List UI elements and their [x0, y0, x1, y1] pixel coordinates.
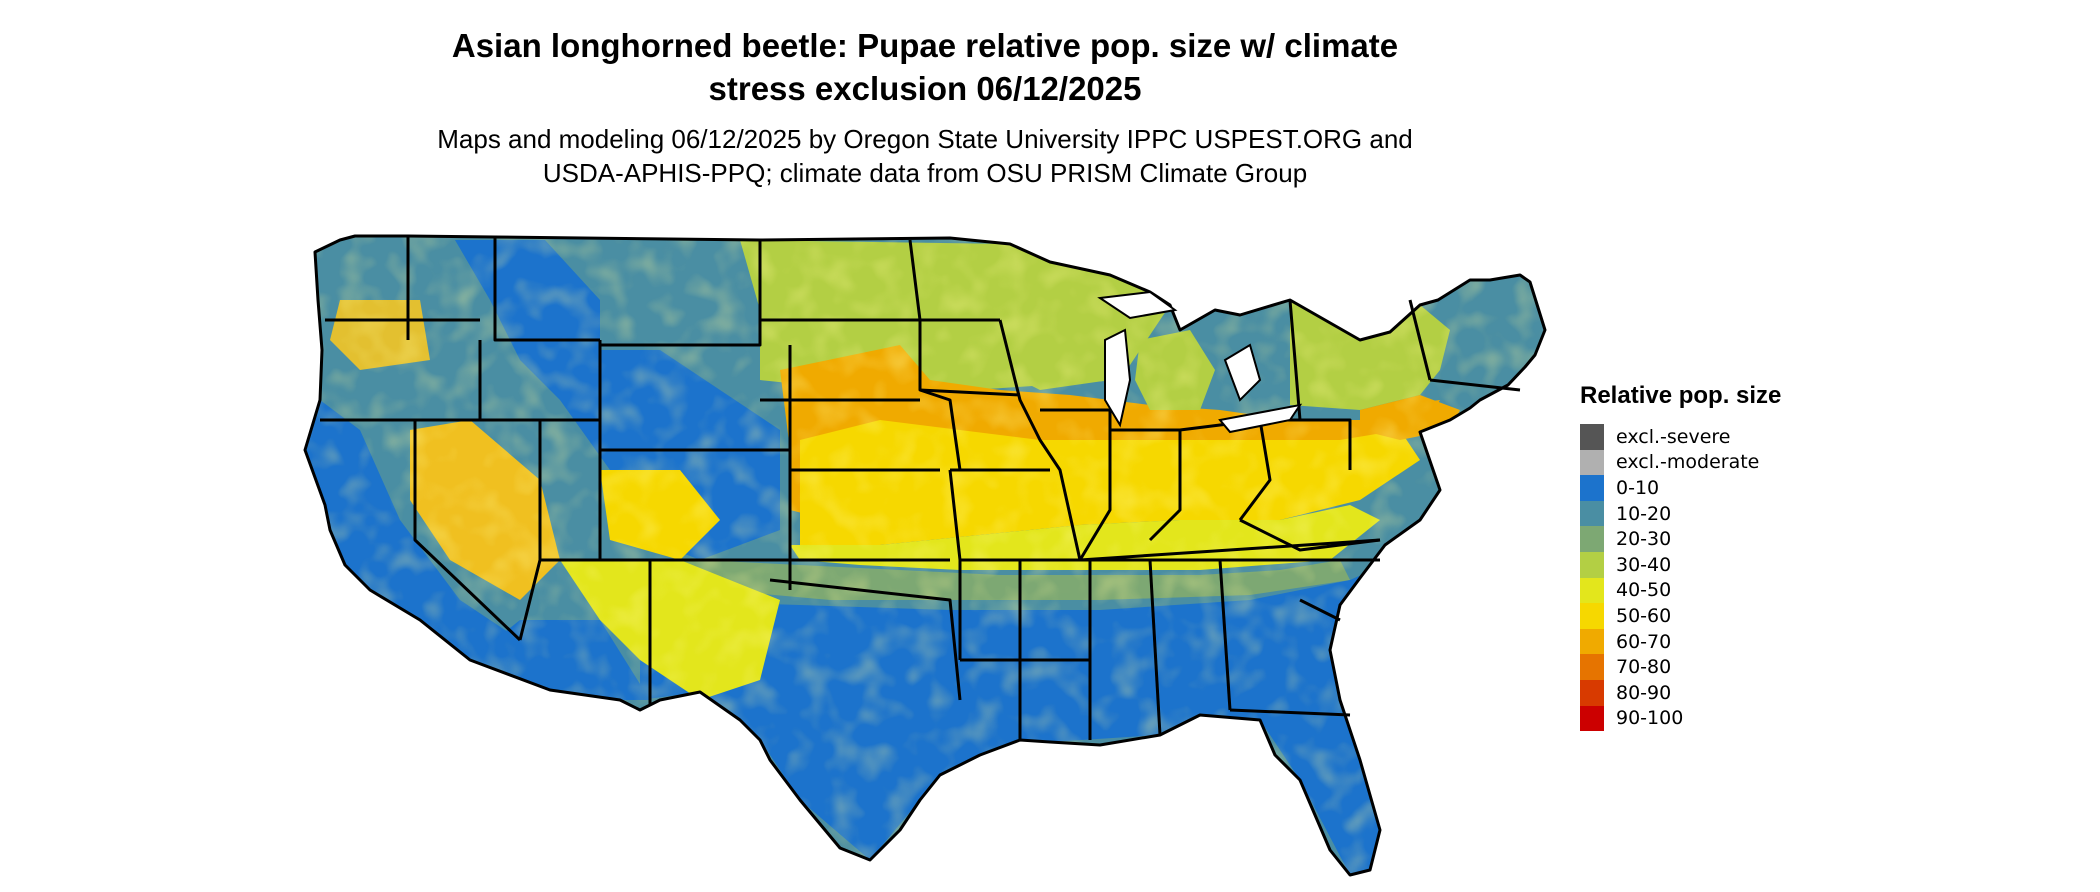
legend-swatch: [1580, 654, 1604, 680]
border-ny-west: [1288, 299, 1302, 421]
border-nc-sc: [1299, 598, 1341, 622]
legend-swatch: [1580, 526, 1604, 552]
map-subtitle-line1: Maps and modeling 06/12/2025 by Oregon S…: [437, 124, 1413, 154]
legend-label: 50-60: [1616, 604, 1672, 627]
legend-label: 70-80: [1616, 656, 1672, 679]
legend-label: 0-10: [1616, 476, 1660, 499]
border-il: [1040, 408, 1112, 561]
border-al-ga: [1148, 559, 1162, 736]
legend-item: 90-100: [1580, 705, 1781, 732]
legend-swatch: [1580, 628, 1604, 655]
border-mt-wy: [600, 240, 762, 347]
legend-swatch: [1580, 449, 1604, 476]
legend-title: Relative pop. size: [1580, 382, 1782, 409]
border-oh: [1179, 418, 1272, 521]
legend-label: excl.-moderate: [1616, 451, 1760, 474]
legend-item: 70-80: [1580, 654, 1781, 680]
border-mn-ia: [919, 388, 1021, 397]
legend-item: 30-40: [1580, 551, 1781, 578]
border-ky-tn: [1079, 538, 1381, 562]
great-lakes: [1097, 290, 1303, 434]
legend-swatch: [1580, 679, 1604, 706]
map-title-line1: Asian longhorned beetle: Pupae relative …: [451, 27, 1399, 64]
legend-swatch: [1580, 705, 1604, 732]
legend-label: 10-20: [1616, 502, 1672, 525]
legend-item: 40-50: [1580, 577, 1781, 604]
legend-label: 40-50: [1616, 579, 1672, 602]
border-ok-tx: [769, 578, 962, 701]
legend-item: 10-20: [1580, 500, 1781, 527]
state-borders: [303, 234, 1547, 877]
legend-item: 20-30: [1580, 526, 1781, 552]
border-in: [1110, 428, 1182, 542]
legend-swatch: [1580, 577, 1604, 604]
map-title-line2: stress exclusion 06/12/2025: [708, 70, 1142, 107]
legend-swatch: [1580, 551, 1604, 578]
legend-item: excl.-moderate: [1580, 449, 1781, 476]
border-pa: [1270, 418, 1352, 470]
legend-swatch: [1580, 424, 1604, 450]
border-ga-sc: [1218, 559, 1232, 711]
border-vt-nh: [1408, 299, 1432, 381]
legend-label: excl.-severe: [1616, 425, 1731, 448]
border-ma: [1429, 378, 1521, 392]
legend-item: 80-90: [1580, 679, 1781, 706]
lake-superior: [1097, 290, 1178, 320]
legend-swatch: [1580, 603, 1604, 629]
legend-label: 20-30: [1616, 528, 1672, 551]
legend-label: 90-100: [1616, 707, 1684, 730]
lake-huron: [1223, 343, 1262, 402]
legend-swatch: [1580, 500, 1604, 527]
lake-erie: [1218, 403, 1303, 434]
legend-items: excl.-severe excl.-moderate 0-10 10-20 20-30…: [1580, 424, 1781, 732]
map-subtitle-line2: USDA-APHIS-PPQ; climate data from OSU PR…: [542, 158, 1308, 188]
border-miss-river: [998, 319, 1082, 561]
legend-item: 0-10: [1580, 475, 1781, 501]
legend-label: 30-40: [1616, 553, 1672, 576]
legend-item: excl.-severe: [1580, 424, 1781, 450]
map-legend: Relative pop. size excl.-severe excl.-mod…: [1580, 382, 1782, 732]
map-subtitle: Maps and modeling 06/12/2025 by Oregon S…: [300, 122, 1550, 190]
border-wv-va: [1239, 518, 1381, 552]
us-outline: [303, 234, 1547, 877]
border-fl-ga: [1229, 708, 1351, 717]
legend-label: 60-70: [1616, 630, 1672, 653]
legend-swatch: [1580, 475, 1604, 501]
border-id-mt: [493, 237, 600, 342]
legend-item: 50-60: [1580, 603, 1781, 629]
legend-label: 80-90: [1616, 681, 1672, 704]
map-title: Asian longhorned beetle: Pupae relative …: [300, 24, 1550, 110]
legend-item: 60-70: [1580, 628, 1781, 655]
lake-michigan: [1104, 328, 1132, 428]
border-ca-nv: [413, 420, 522, 642]
